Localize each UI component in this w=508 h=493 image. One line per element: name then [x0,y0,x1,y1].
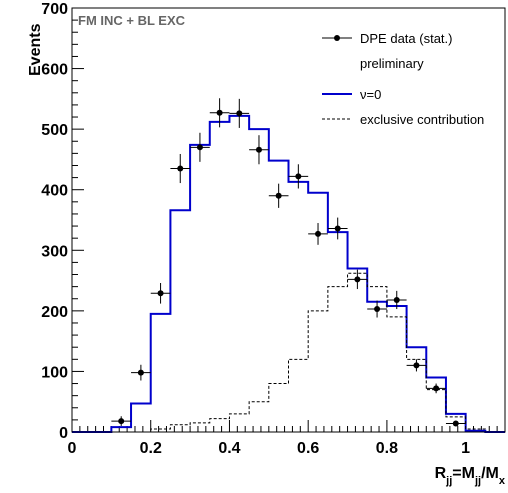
data-point-marker [374,306,381,313]
y-tick-label: 400 [41,183,68,200]
data-point [268,183,289,208]
data-point [288,164,309,189]
x-axis-title: Rjj=Mjj/Mx [435,465,506,487]
data-point [406,359,427,372]
series-nu0-step [72,114,505,433]
y-tick-label: 300 [41,243,68,260]
y-axis-title: Events [27,23,44,76]
data-point-marker [452,420,459,427]
data-point-marker [255,146,262,153]
data-point [131,364,151,381]
data-point [367,300,387,318]
data-point [347,269,368,290]
data-point [308,223,328,245]
legend-label-nu0: ν=0 [360,87,381,102]
x-tick-label: 0.6 [297,440,319,457]
data-point-marker [433,385,440,392]
data-point-marker [196,144,203,151]
y-tick-label: 100 [41,364,68,381]
data-point-marker [177,165,184,172]
data-point [170,153,191,184]
series-layer [72,98,505,433]
series-exclusive-step [72,272,505,433]
annotation-label: FM INC + BL EXC [78,13,186,28]
data-point-marker [236,110,243,117]
legend: DPE data (stat.) preliminary ν=0 exclusi… [322,31,484,127]
plot-frame [71,7,506,433]
data-point-marker [393,296,400,303]
tick-labels: 0 0.2 0.4 0.6 0.8 1 0 100 200 300 400 500 600 700 [41,1,470,457]
data-point [150,282,171,304]
data-point [386,290,407,310]
y-tick-label: 700 [41,1,68,18]
x-tick-label: 1 [461,440,470,457]
data-point [445,420,466,427]
legend-marker-data-point [334,35,340,41]
y-tick-label: 600 [41,62,68,79]
data-point-marker [315,230,322,237]
data-point [249,135,269,165]
data-point-marker [354,276,361,283]
x-tick-label: 0.2 [140,440,162,457]
data-point [209,98,230,128]
y-tick-label: 0 [59,425,68,442]
data-point [190,132,210,162]
data-point-marker [137,369,144,376]
data-point-marker [275,192,282,199]
data-point-marker [157,290,164,297]
x-tick-label: 0.4 [218,440,240,457]
data-point-marker [295,173,302,180]
x-tick-label: 0 [68,440,77,457]
legend-label-data: DPE data (stat.) [360,31,452,46]
legend-label-data-line2: preliminary [360,56,424,71]
y-tick-label: 200 [41,304,68,321]
data-point [327,217,348,240]
data-point-marker [118,418,125,425]
data-point [229,98,250,128]
data-point-marker [413,362,420,369]
legend-label-exclusive: exclusive contribution [360,112,484,127]
y-tick-label: 500 [41,122,68,139]
data-point-marker [216,109,223,116]
data-point-marker [334,225,341,232]
data-point [111,416,132,426]
data-point [426,383,446,394]
x-tick-label: 0.8 [376,440,398,457]
